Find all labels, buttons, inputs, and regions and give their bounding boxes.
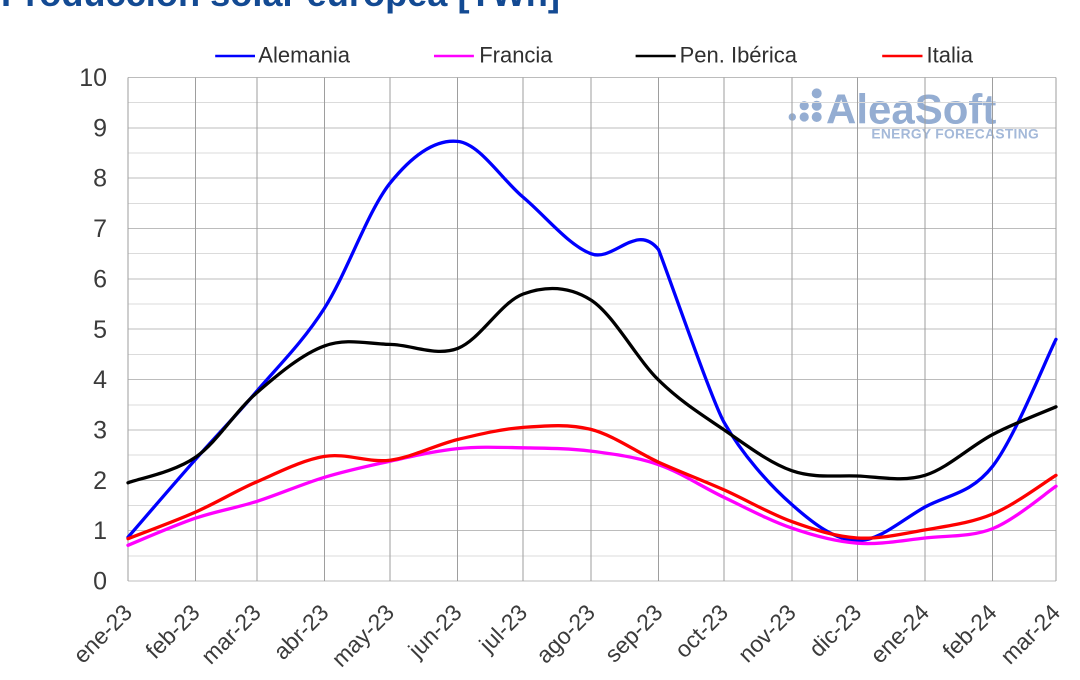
svg-text:feb-24: feb-24 xyxy=(937,599,1002,664)
svg-text:7: 7 xyxy=(93,215,107,243)
svg-text:ene-24: ene-24 xyxy=(865,599,934,668)
svg-text:10: 10 xyxy=(79,64,107,92)
svg-text:jun-23: jun-23 xyxy=(402,599,466,663)
svg-text:oct-23: oct-23 xyxy=(670,599,734,663)
svg-text:Francia: Francia xyxy=(479,42,553,67)
svg-text:Pen. Ibérica: Pen. Ibérica xyxy=(680,42,798,67)
svg-text:3: 3 xyxy=(93,416,107,444)
svg-text:2: 2 xyxy=(93,467,107,495)
svg-text:mar-24: mar-24 xyxy=(995,599,1065,669)
svg-text:abr-23: abr-23 xyxy=(268,599,333,664)
svg-text:9: 9 xyxy=(93,114,107,142)
svg-text:6: 6 xyxy=(93,265,107,293)
svg-text:nov-23: nov-23 xyxy=(733,599,801,667)
svg-text:dic-23: dic-23 xyxy=(804,599,867,662)
svg-text:8: 8 xyxy=(93,165,107,193)
svg-text:ago-23: ago-23 xyxy=(531,599,600,668)
svg-text:jul-23: jul-23 xyxy=(473,599,532,658)
svg-text:ENERGY FORECASTING: ENERGY FORECASTING xyxy=(871,127,1039,142)
svg-text:4: 4 xyxy=(93,366,107,394)
svg-text:AleaSoft: AleaSoft xyxy=(826,86,996,133)
svg-text:0: 0 xyxy=(93,568,107,596)
svg-text:5: 5 xyxy=(93,316,107,344)
svg-text:ene-23: ene-23 xyxy=(68,599,137,668)
svg-text:sep-23: sep-23 xyxy=(600,599,668,667)
svg-text:feb-23: feb-23 xyxy=(140,599,205,664)
svg-text:Italia: Italia xyxy=(927,42,974,67)
svg-text:may-23: may-23 xyxy=(326,599,399,672)
svg-text:mar-23: mar-23 xyxy=(196,599,266,669)
svg-text:1: 1 xyxy=(93,517,107,545)
svg-text:Alemania: Alemania xyxy=(258,42,350,67)
